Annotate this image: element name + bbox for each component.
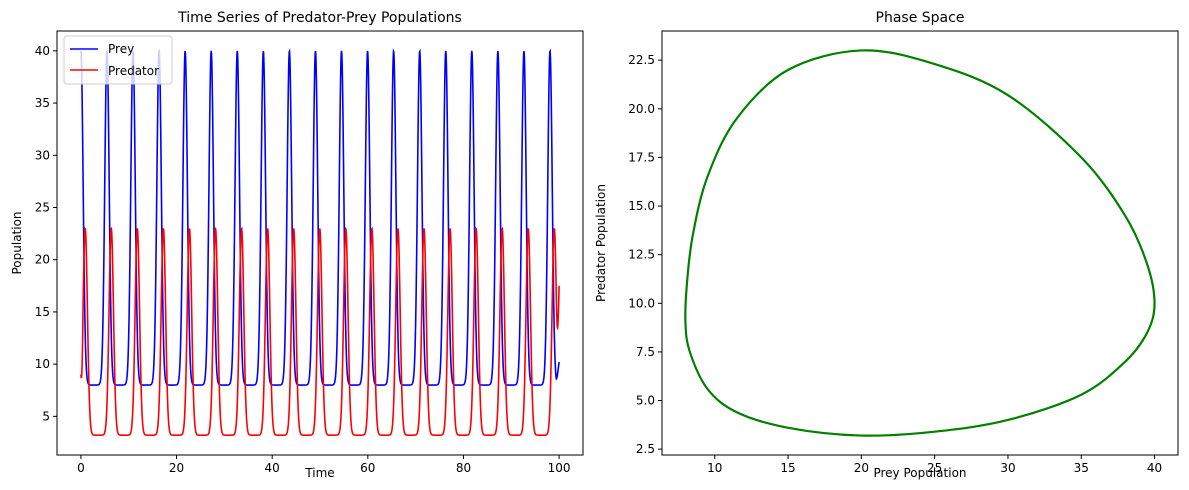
phase-space-x-tick-label: 30 [1000,461,1015,475]
phase-space-y-axis-label: Predator Population [594,184,608,302]
time-series-x-tick-label: 20 [169,461,184,475]
phase-space-title: Phase Space [876,10,965,26]
time-series-y-axis-label: Population [10,211,24,274]
time-series-lines [80,48,560,436]
phase-space-x-tick-label: 15 [780,461,795,475]
time-series-y-tick-label: 30 [35,148,50,162]
phase-space-x-tick-label: 20 [854,461,869,475]
phase-space-y-tick-label: 17.5 [628,150,655,164]
time-series-y-tick-label: 20 [35,253,50,267]
time-series-x-tick-label: 60 [360,461,375,475]
time-series-y-tick-label: 25 [35,200,50,214]
time-series-y-tick-label: 5 [42,409,50,423]
time-series-y-tick-label: 10 [35,357,50,371]
time-series-x-axis-label: Time [304,466,334,480]
phase-space-x-tick-label: 25 [927,461,942,475]
legend: Prey Predator [63,35,173,85]
phase-space-x-tick-label: 35 [1074,461,1089,475]
phase-space-y-tick-label: 10.0 [628,296,655,310]
time-series-x-tick-label: 80 [456,461,471,475]
time-series-y-tick-label: 15 [35,305,50,319]
phase-space-lines [684,49,1156,437]
time-series-axes: 0 20 40 60 80 100 5 10 15 20 25 30 35 40 Time Series … [10,10,584,480]
phase-space-y-tick-label: 5.0 [636,394,655,408]
phase-space-orbit [684,49,1156,437]
phase-space-plot-frame [661,30,1179,456]
phase-space-y-tick-label: 22.5 [628,53,655,67]
legend-label-predator: Predator [108,64,159,78]
time-series-x-tick-label: 0 [77,461,85,475]
time-series-title: Time Series of Predator-Prey Populations [177,10,462,26]
time-series-ticks: 0 20 40 60 80 100 5 10 15 20 25 30 35 40 [35,44,571,475]
phase-space-y-tick-label: 20.0 [628,102,655,116]
phase-space-axes: 10 15 20 25 30 35 40 2.5 5.0 7.5 10.0 12.5 15.0 17.5 2… [594,10,1179,480]
phase-space-x-tick-label: 10 [707,461,722,475]
series-line-predator [80,226,560,436]
legend-label-prey: Prey [108,42,134,56]
phase-space-x-axis-label: Prey Population [873,466,966,480]
phase-space-y-tick-label: 12.5 [628,248,655,262]
legend-box [63,35,173,85]
time-series-y-tick-label: 35 [35,96,50,110]
phase-space-y-tick-label: 7.5 [636,345,655,359]
time-series-y-tick-label: 40 [35,44,50,58]
time-series-x-tick-label: 100 [548,461,571,475]
phase-space-x-tick-label: 40 [1147,461,1162,475]
time-series-x-tick-label: 40 [265,461,280,475]
phase-space-y-tick-label: 2.5 [636,442,655,456]
phase-space-ticks: 10 15 20 25 30 35 40 2.5 5.0 7.5 10.0 12.5 15.0 17.5 2… [628,53,1162,475]
phase-space-y-tick-label: 15.0 [628,199,655,213]
